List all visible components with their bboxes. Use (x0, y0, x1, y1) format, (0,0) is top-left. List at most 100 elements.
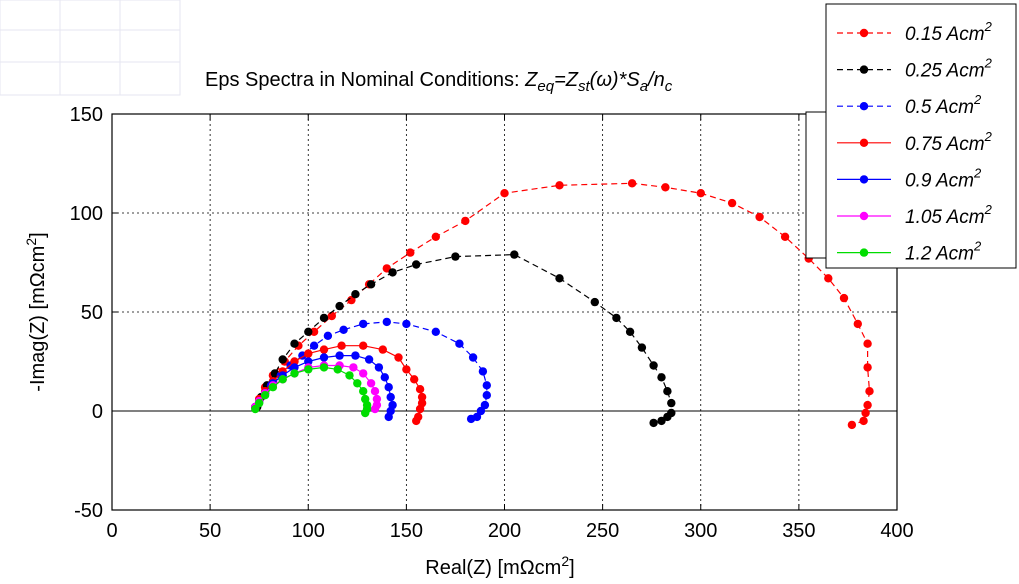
title-part: ( (590, 69, 599, 91)
data-point (402, 319, 411, 329)
y-tick-label: 50 (81, 302, 103, 324)
y-tick-label: 150 (70, 104, 103, 126)
legend-item-4: 0.75 Acm2 (837, 129, 993, 155)
title-part: Z (524, 69, 538, 91)
data-point (780, 232, 790, 241)
legend-label-main: 0.5 Acm (905, 97, 974, 118)
legend-label-sup: 2 (973, 239, 982, 254)
data-point (366, 280, 376, 289)
data-point (510, 250, 519, 259)
data-point (461, 216, 470, 226)
data-point (382, 317, 391, 327)
data-point (351, 290, 360, 299)
title-part: ω (596, 69, 612, 91)
legend-label-sup: 2 (984, 19, 993, 34)
y-axis-label-sup: 2 (23, 238, 39, 246)
data-point (335, 301, 344, 311)
data-point (863, 363, 872, 372)
data-point (480, 400, 490, 410)
legend-label: 0.15 Acm2 (905, 19, 993, 45)
data-point (364, 355, 374, 364)
legend-label-main: 1.2 Acm (905, 244, 974, 265)
data-point (394, 353, 403, 362)
title-part: a (640, 78, 648, 95)
data-point (431, 232, 440, 241)
data-point (590, 297, 599, 307)
data-point (853, 319, 862, 329)
data-point (359, 387, 368, 396)
x-axis-label-end: ] (569, 557, 575, 579)
y-axis-label: -Imag(Z) [mΩcm2] (23, 232, 49, 391)
data-point (415, 385, 425, 394)
data-point (627, 179, 637, 188)
x-tick-label: 300 (684, 520, 717, 542)
data-point (319, 313, 329, 323)
title-part: eq (537, 78, 554, 95)
x-tick-label: 200 (488, 520, 521, 542)
legend-marker (859, 138, 869, 147)
data-point (361, 408, 370, 418)
legend-label-main: 0.25 Acm (905, 61, 985, 82)
y-axis-label-end: ] (27, 232, 49, 238)
x-tick-label: 400 (880, 520, 913, 542)
data-point (555, 274, 564, 283)
legend-shadow-box (805, 111, 827, 259)
title-part: Eps Spectra in Nominal Conditions: (205, 69, 525, 91)
data-point (278, 355, 287, 364)
chart-title: Eps Spectra in Nominal Conditions: Zeq=Z… (205, 69, 673, 95)
legend-label-sup: 2 (973, 92, 982, 107)
data-point (309, 327, 319, 336)
data-point (366, 379, 376, 388)
x-tick-label: 250 (586, 520, 619, 542)
legend-label-main: 0.9 Acm (905, 170, 974, 191)
data-point (657, 416, 666, 426)
data-point (372, 394, 382, 404)
data-point (663, 387, 672, 396)
data-point (657, 373, 666, 382)
data-point (386, 392, 395, 402)
legend-label-main: 0.15 Acm (905, 24, 985, 45)
legend-label: 0.25 Acm2 (905, 56, 993, 82)
x-axis-label-main: Real(Z) [mΩcm (425, 557, 561, 579)
data-point (661, 183, 670, 192)
title-part: )*S (610, 69, 640, 91)
data-point (384, 412, 393, 422)
data-point (359, 369, 368, 378)
x-axis-label-sup: 2 (561, 553, 569, 569)
background-artifact (0, 0, 181, 96)
data-point (637, 343, 647, 352)
data-point (696, 189, 705, 198)
data-point (755, 212, 764, 222)
data-point (353, 379, 362, 388)
x-tick-label: 0 (106, 520, 117, 542)
y-tick-label: 0 (92, 401, 103, 423)
data-point (359, 319, 368, 329)
legend-label: 0.9 Acm2 (905, 165, 982, 191)
data-point (319, 345, 329, 354)
data-point (319, 363, 329, 372)
data-point (667, 398, 676, 408)
data-point (380, 373, 389, 382)
data-point (431, 327, 440, 336)
data-point (384, 383, 393, 392)
series-group (251, 179, 874, 430)
legend-item-1: 0.15 Acm2 (837, 19, 993, 45)
data-point (663, 412, 672, 422)
legend-item-2: 0.25 Acm2 (837, 56, 993, 82)
data-point (349, 363, 358, 372)
legend-label-sup: 2 (984, 129, 993, 144)
data-point (309, 341, 319, 350)
data-point (378, 345, 387, 354)
title-part: c (665, 78, 673, 95)
legend-item-7: 1.2 Acm2 (837, 239, 982, 265)
data-point (290, 339, 299, 348)
legend-marker (859, 175, 869, 184)
data-point (476, 406, 486, 416)
legend-marker (859, 248, 869, 257)
legend-label: 0.5 Acm2 (905, 92, 982, 118)
data-point (359, 341, 368, 350)
data-point (478, 367, 488, 376)
